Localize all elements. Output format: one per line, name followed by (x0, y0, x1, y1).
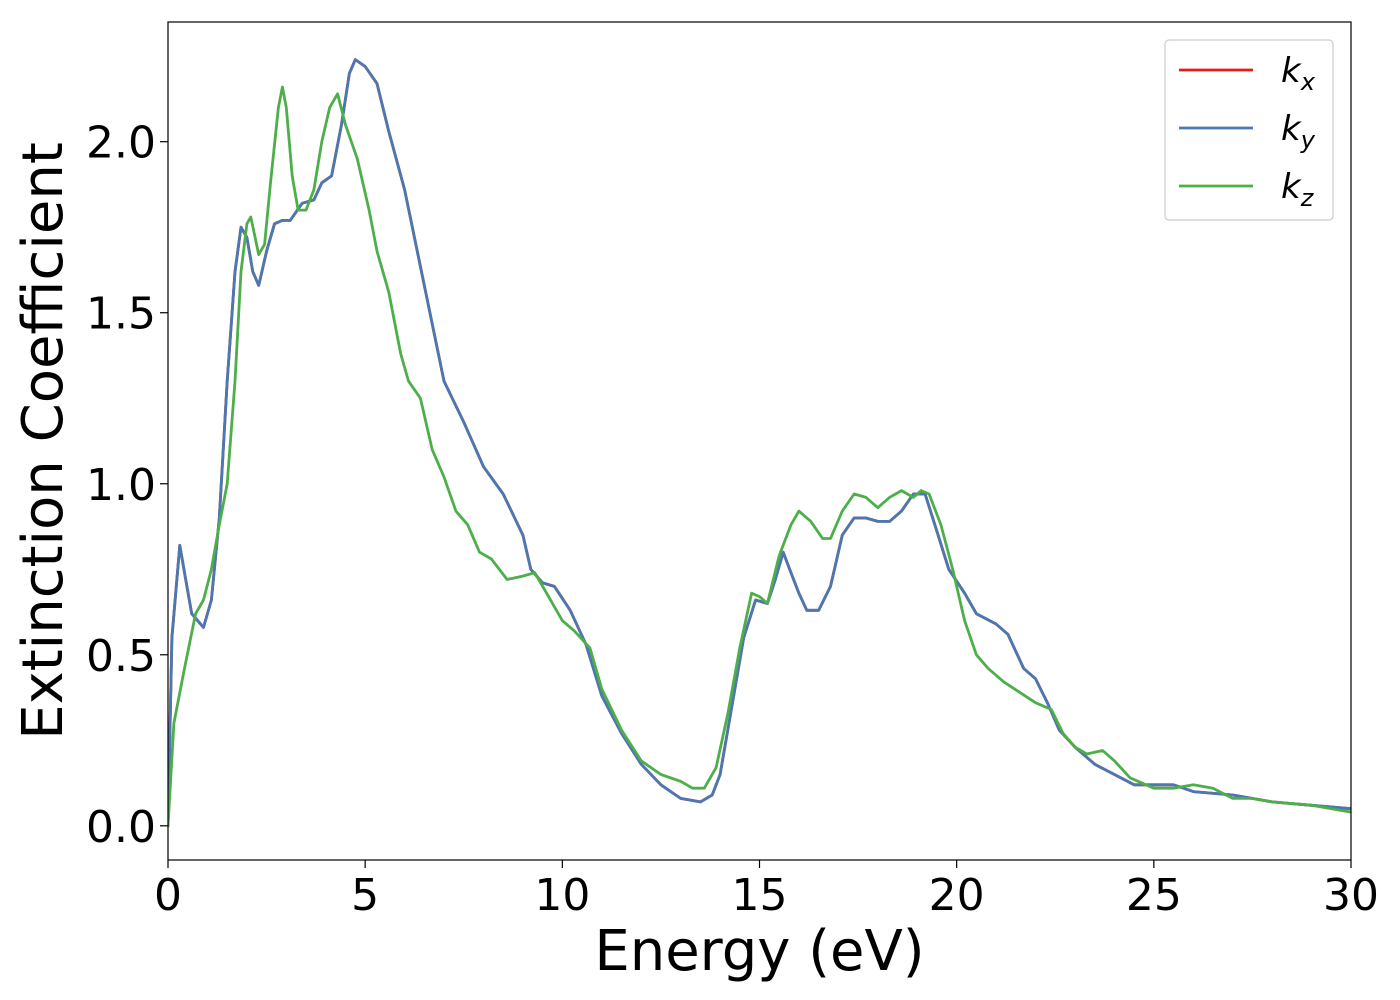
series-layer (168, 58, 1351, 828)
legend-label: ky (1281, 109, 1316, 154)
y-tick-label: 2.0 (86, 118, 156, 169)
x-tick-label: 25 (1126, 870, 1182, 921)
x-tick-label: 5 (351, 870, 379, 921)
x-axis-title: Energy (eV) (594, 919, 924, 984)
x-axis: 0 5 10 15 20 25 30 (154, 860, 1379, 921)
x-tick-label: 20 (929, 870, 985, 921)
x-tick-label: 10 (534, 870, 590, 921)
x-tick-label: 0 (154, 870, 182, 921)
y-tick-label: 1.0 (86, 460, 156, 511)
y-tick-label: 1.5 (86, 289, 156, 340)
x-tick-label: 30 (1323, 870, 1379, 921)
x-tick-label: 15 (732, 870, 788, 921)
legend-box (1164, 39, 1334, 221)
y-axis-title: Extinction Coefficient (11, 142, 76, 740)
y-axis: 0.0 0.5 1.0 1.5 2.0 (86, 118, 168, 853)
series-line-ky (168, 58, 1351, 828)
y-tick-label: 0.0 (86, 802, 156, 853)
series-line-kz (168, 85, 1351, 828)
legend-label: kx (1281, 51, 1316, 96)
y-tick-label: 0.5 (86, 631, 156, 682)
